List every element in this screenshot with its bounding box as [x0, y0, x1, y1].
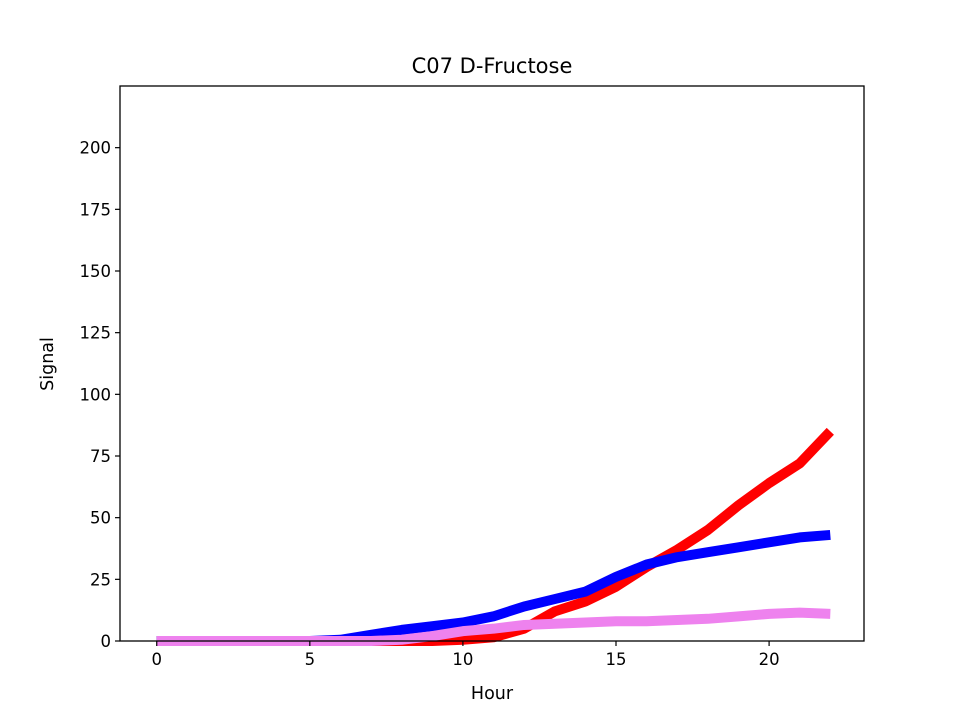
y-tick-label: 125	[80, 324, 112, 343]
y-tick-label: 100	[80, 385, 112, 404]
y-tick-label: 25	[90, 570, 111, 589]
series-line-1	[156, 427, 834, 646]
y-tick-label: 0	[101, 632, 112, 651]
y-tick-label: 200	[80, 139, 112, 158]
series-layer	[156, 427, 834, 646]
x-tick-label: 20	[759, 650, 780, 669]
y-tick-label: 75	[90, 447, 111, 466]
x-tick-label: 15	[606, 650, 627, 669]
y-axis-ticks: 0 25 50 75 100 125 150 175 200	[80, 139, 120, 651]
x-tick-label: 0	[151, 650, 162, 669]
plot-frame	[119, 85, 865, 642]
x-tick-label: 10	[452, 650, 473, 669]
x-axis-ticks: 0 5 10 15 20	[151, 641, 780, 669]
x-axis-label: Hour	[471, 684, 514, 704]
x-tick-label: 5	[305, 650, 316, 669]
y-axis-label: Signal	[38, 337, 58, 391]
y-tick-label: 150	[80, 262, 112, 281]
chart-title: C07 D-Fructose	[412, 54, 573, 78]
y-tick-label: 175	[80, 200, 112, 219]
y-tick-label: 50	[90, 509, 111, 528]
